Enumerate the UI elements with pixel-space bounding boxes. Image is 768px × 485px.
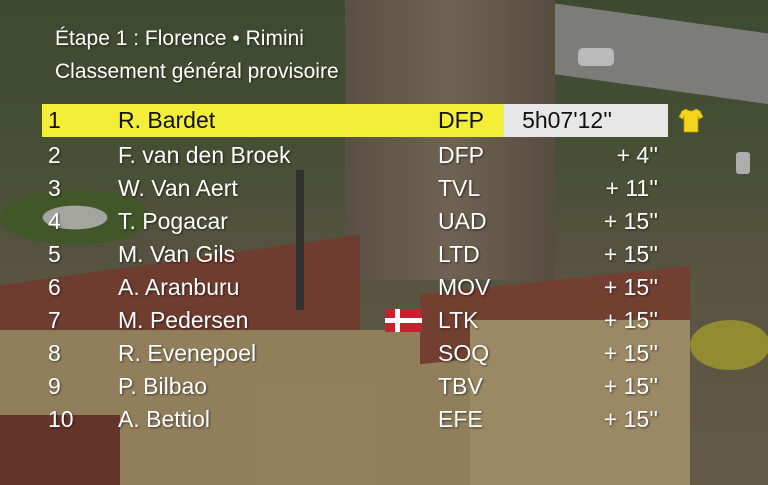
rider-name: T. Pogacar: [118, 208, 228, 234]
table-row: 7 M. Pedersen LTK + 15'': [0, 304, 720, 337]
rank: 6: [48, 274, 61, 300]
time-gap: + 15'': [603, 406, 658, 432]
netherlands-flag: [385, 144, 422, 167]
belgium-flag: [385, 243, 422, 266]
team-code: LTK: [438, 307, 479, 333]
team-code: DFP: [438, 142, 484, 168]
rider-name: R. Bardet: [118, 107, 216, 133]
spain-flag: [385, 375, 422, 398]
rank: 1: [48, 107, 61, 133]
time-gap: + 15'': [603, 373, 658, 399]
rank: 8: [48, 340, 61, 366]
rider-name: R. Evenepoel: [118, 340, 257, 366]
rider-name: M. Pedersen: [118, 307, 249, 333]
rider-name: F. van den Broek: [118, 142, 291, 168]
denmark-flag: [385, 309, 422, 332]
rank: 9: [48, 373, 61, 399]
time-gap: + 11'': [605, 175, 658, 201]
team-code: EFE: [438, 406, 483, 432]
table-row: 3 W. Van Aert TVL + 11'': [0, 172, 720, 205]
time-gap: + 15'': [603, 340, 658, 366]
rider-name: W. Van Aert: [118, 175, 238, 201]
rank: 10: [48, 406, 74, 432]
classification-title: Classement général provisoire: [55, 60, 339, 83]
rank: 7: [48, 307, 61, 333]
rank: 3: [48, 175, 61, 201]
table-row: 5 M. Van Gils LTD + 15'': [0, 238, 720, 271]
time-gap: + 15'': [603, 274, 658, 300]
rank: 2: [48, 142, 61, 168]
stage-title: Étape 1 : Florence • Rimini: [55, 27, 304, 50]
table-row: 4 T. Pogacar UAD + 15'': [0, 205, 720, 238]
rider-name: A. Bettiol: [118, 406, 211, 432]
rider-name: P. Bilbao: [118, 373, 208, 399]
slovenia-flag: [385, 210, 422, 233]
table-row: 8 R. Evenepoel SOQ + 15'': [0, 337, 720, 370]
leader-bar: [42, 104, 504, 137]
rider-name: M. Van Gils: [118, 241, 236, 267]
team-code: UAD: [438, 208, 487, 234]
team-code: LTD: [438, 241, 480, 267]
table-row: 6 A. Aranburu MOV + 15'': [0, 271, 720, 304]
table-row: 10 A. Bettiol EFE + 15'': [0, 403, 720, 436]
time-gap: + 4'': [616, 142, 658, 168]
rider-name: A. Aranburu: [118, 274, 240, 300]
france-flag: [385, 109, 422, 132]
team-code: DFP: [438, 107, 484, 133]
time-gap: 5h07'12'': [522, 107, 612, 133]
time-gap: + 15'': [603, 208, 658, 234]
table-row: 1 R. Bardet DFP 5h07'12'': [0, 104, 720, 137]
rank: 4: [48, 208, 61, 234]
team-code: MOV: [438, 274, 491, 300]
rank: 5: [48, 241, 61, 267]
belgium-flag: [385, 177, 422, 200]
team-code: TBV: [438, 373, 483, 399]
yellow-jersey-icon: [678, 108, 704, 133]
italy-flag: [385, 408, 422, 431]
team-code: TVL: [438, 175, 481, 201]
time-gap: + 15'': [603, 241, 658, 267]
time-gap: + 15'': [603, 307, 658, 333]
spain-flag: [385, 276, 422, 299]
belgium-flag: [385, 342, 422, 365]
time-box: [504, 104, 668, 137]
table-row: 9 P. Bilbao TBV + 15'': [0, 370, 720, 403]
team-code: SOQ: [438, 340, 490, 366]
table-row: 2 F. van den Broek DFP + 4'': [0, 139, 720, 172]
